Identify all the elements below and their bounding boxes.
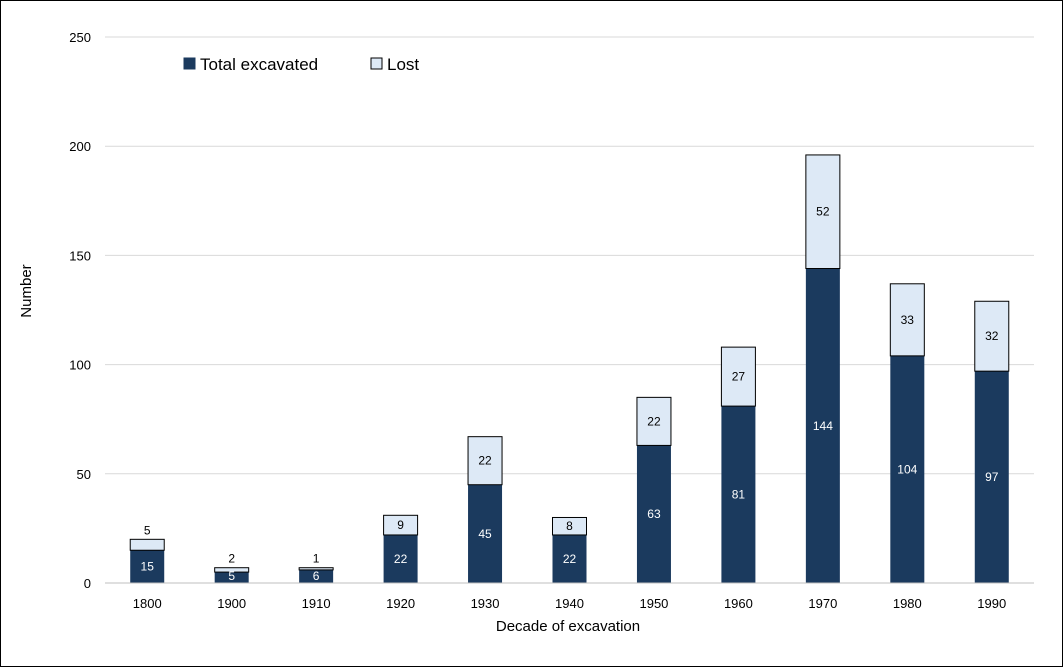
bar-total-excavated-1800 <box>130 550 165 583</box>
x-tick-label-1920: 1920 <box>386 596 415 611</box>
bar-total-excavated-1900 <box>214 572 249 583</box>
gridlines <box>105 36 1034 475</box>
x-tick-label-1800: 1800 <box>133 596 162 611</box>
x-tick-label-1930: 1930 <box>471 596 500 611</box>
bars <box>129 154 1010 583</box>
x-tick-label-1960: 1960 <box>724 596 753 611</box>
bar-total-excavated-1910 <box>299 569 334 583</box>
data-label-total-excavated-1900: 5 <box>228 569 235 583</box>
x-tick-label-1990: 1990 <box>977 596 1006 611</box>
x-tick-label-1900: 1900 <box>217 596 246 611</box>
y-tick-label: 150 <box>69 248 91 263</box>
y-tick-label: 250 <box>69 30 91 45</box>
x-axis-title: Decade of excavation <box>496 618 640 635</box>
bar-total-excavated-1960 <box>721 406 756 583</box>
data-label-lost-1980: 33 <box>901 313 915 327</box>
bar-lost-1950 <box>636 396 672 446</box>
data-label-total-excavated-1960: 81 <box>732 488 746 502</box>
x-tick-label-1980: 1980 <box>893 596 922 611</box>
bar-lost-1800 <box>129 538 165 551</box>
bar-lost-1990 <box>974 300 1010 372</box>
y-tick-label: 0 <box>84 576 91 591</box>
y-tick-label: 50 <box>77 467 91 482</box>
bar-lost-1920 <box>383 514 419 536</box>
data-label-lost-1960: 27 <box>732 370 746 384</box>
data-label-total-excavated-1930: 45 <box>478 527 492 541</box>
data-label-lost-1970: 52 <box>816 205 830 219</box>
y-axis-ticks: 0 50 100 150 200 250 <box>69 30 91 591</box>
data-label-lost-1800: 5 <box>144 523 151 537</box>
data-label-lost-1930: 22 <box>478 454 492 468</box>
bar-lost-1940 <box>552 516 587 536</box>
bar-lost-1980 <box>889 283 925 357</box>
data-label-total-excavated-1990: 97 <box>985 470 999 484</box>
bar-total-excavated-1940 <box>552 534 587 583</box>
bar-total-excavated-1920 <box>383 534 418 583</box>
bar-lost-1910 <box>298 567 334 571</box>
legend: Total excavated Lost <box>183 55 419 74</box>
data-label-total-excavated-1920: 22 <box>394 552 408 566</box>
bar-total-excavated-1990 <box>974 371 1009 583</box>
data-label-lost-1990: 32 <box>985 329 999 343</box>
data-label-total-excavated-1800: 15 <box>141 560 155 574</box>
data-label-total-excavated-1910: 6 <box>313 569 320 583</box>
x-tick-label-1940: 1940 <box>555 596 584 611</box>
y-tick-label: 100 <box>69 358 91 373</box>
bar-lost-1970 <box>805 154 841 270</box>
bar-lost-1930 <box>467 436 503 486</box>
legend-label-total-excavated: Total excavated <box>200 55 318 74</box>
data-label-total-excavated-1970: 144 <box>813 419 833 433</box>
bar-total-excavated-1980 <box>890 355 925 583</box>
bar-lost-1900 <box>214 567 250 573</box>
data-label-lost-1950: 22 <box>647 414 661 428</box>
bar-total-excavated-1950 <box>636 445 671 583</box>
y-axis-title: Number <box>18 264 35 317</box>
data-label-total-excavated-1940: 22 <box>563 552 577 566</box>
x-tick-label-1950: 1950 <box>639 596 668 611</box>
data-label-total-excavated-1950: 63 <box>647 507 661 521</box>
y-tick-label: 200 <box>69 139 91 154</box>
x-axis-ticks: 1800 1900 1910 1920 1930 1940 1950 1960 1970 1980… <box>133 596 1006 611</box>
data-label-lost-1940: 8 <box>566 519 573 533</box>
bar-total-excavated-1930 <box>468 484 503 583</box>
legend-swatch-total-excavated <box>183 57 196 70</box>
x-tick-label-1970: 1970 <box>808 596 837 611</box>
legend-swatch-lost <box>370 57 383 70</box>
data-label-lost-1910: 1 <box>313 552 320 566</box>
bar-total-excavated-1970 <box>805 268 840 583</box>
legend-label-lost: Lost <box>387 55 419 74</box>
x-tick-label-1910: 1910 <box>302 596 331 611</box>
data-label-lost-1900: 2 <box>228 552 235 566</box>
bar-lost-1960 <box>720 346 756 407</box>
data-label-lost-1920: 9 <box>397 518 404 532</box>
data-label-total-excavated-1980: 104 <box>897 462 917 476</box>
